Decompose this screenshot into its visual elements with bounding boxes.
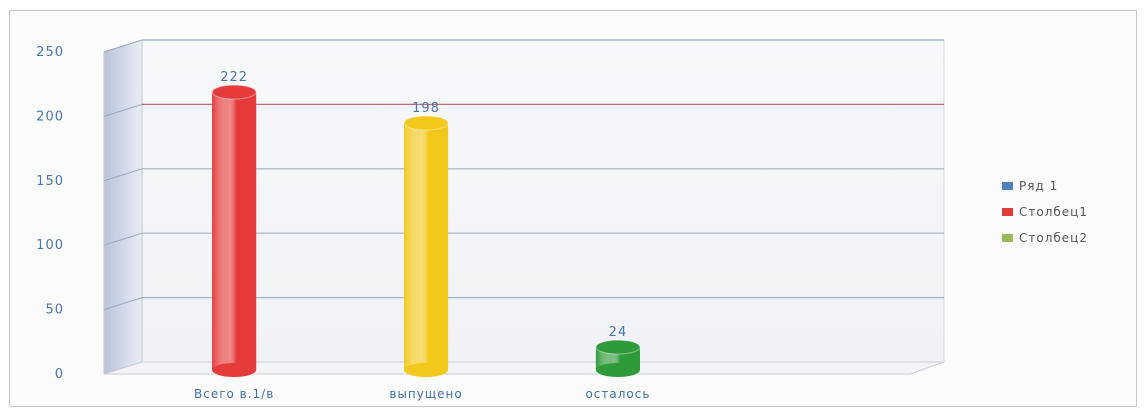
bar <box>211 84 257 377</box>
bar-top <box>211 84 257 100</box>
y-tick-label: 200 <box>36 109 64 124</box>
bar-shade <box>212 92 257 371</box>
bar <box>403 115 449 377</box>
gridline-side <box>103 103 143 117</box>
bar <box>595 339 641 377</box>
legend-label: Ряд 1 <box>1019 179 1058 193</box>
legend-label: Столбец1 <box>1019 205 1088 219</box>
gridline-side <box>103 39 143 53</box>
bar-top <box>403 115 449 131</box>
legend-swatch <box>1002 182 1013 190</box>
y-tick-label: 100 <box>36 238 64 253</box>
x-tick-label: выпущено <box>389 387 462 401</box>
y-tick-label: 0 <box>55 367 64 382</box>
legend-swatch <box>1002 234 1013 242</box>
legend-swatch <box>1002 208 1013 216</box>
legend-label: Столбец2 <box>1019 231 1088 245</box>
data-label: 24 <box>609 325 628 340</box>
data-label: 198 <box>412 101 440 116</box>
bar-top <box>595 339 641 355</box>
gridline-side <box>103 232 143 246</box>
side-wall <box>103 39 143 375</box>
floor <box>103 361 945 375</box>
y-tick-label: 150 <box>36 174 64 189</box>
back-wall <box>141 39 945 363</box>
data-label: 222 <box>220 70 248 85</box>
bar-base <box>404 363 449 377</box>
bar-base <box>212 363 257 377</box>
x-tick-label: Всего в.1/в <box>194 387 274 401</box>
x-tick-label: осталось <box>585 387 650 401</box>
bar-shade <box>404 122 449 370</box>
y-tick-label: 50 <box>45 303 64 318</box>
y-tick-label: 250 <box>36 45 64 60</box>
gridline-side <box>103 297 143 311</box>
bar-base <box>595 363 640 377</box>
gridline-side <box>103 168 143 182</box>
